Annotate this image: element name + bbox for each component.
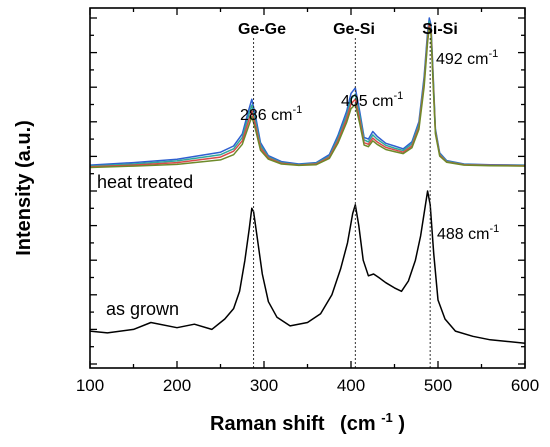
series-line-2 <box>89 20 526 167</box>
series-line-1 <box>89 17 526 166</box>
series-curves <box>89 17 526 344</box>
x-axis-title-unit: (cm <box>340 413 376 435</box>
x-tick-label: 500 <box>424 376 452 395</box>
bond-label-ge-ge: Ge-Ge <box>238 21 286 38</box>
x-tick-label: 600 <box>511 376 539 395</box>
series-label-as-grown: as grown <box>106 299 179 319</box>
x-axis-title-exp: -1 <box>381 410 393 425</box>
series-line-4 <box>89 26 526 169</box>
peak-label-286: 286 cm-1 <box>240 104 302 124</box>
peak-label-405: 405 cm-1 <box>341 90 403 110</box>
x-axis-title-name: Raman shift <box>210 413 325 435</box>
y-axis-title: Intensity (a.u.) <box>13 120 35 256</box>
series-line-5 <box>89 190 526 344</box>
x-tick-label: 400 <box>337 376 365 395</box>
reference-lines <box>253 38 431 368</box>
series-label-heat-treated: heat treated <box>97 172 193 192</box>
x-tick-label: 200 <box>163 376 191 395</box>
peak-label-488: 488 cm-1 <box>437 223 499 243</box>
peak-label-492: 492 cm-1 <box>436 48 498 68</box>
series-line-3 <box>89 23 526 168</box>
x-ticks: 100 200 300 400 500 600 <box>76 8 539 395</box>
y-ticks <box>90 17 525 365</box>
x-tick-label: 100 <box>76 376 104 395</box>
bond-label-si-si: Si-Si <box>422 21 458 38</box>
x-tick-label: 300 <box>250 376 278 395</box>
bond-label-ge-si: Ge-Si <box>333 21 375 38</box>
x-axis-title: Raman shift (cm -1 ) <box>210 405 405 435</box>
x-axis-title-close: ) <box>398 413 405 435</box>
